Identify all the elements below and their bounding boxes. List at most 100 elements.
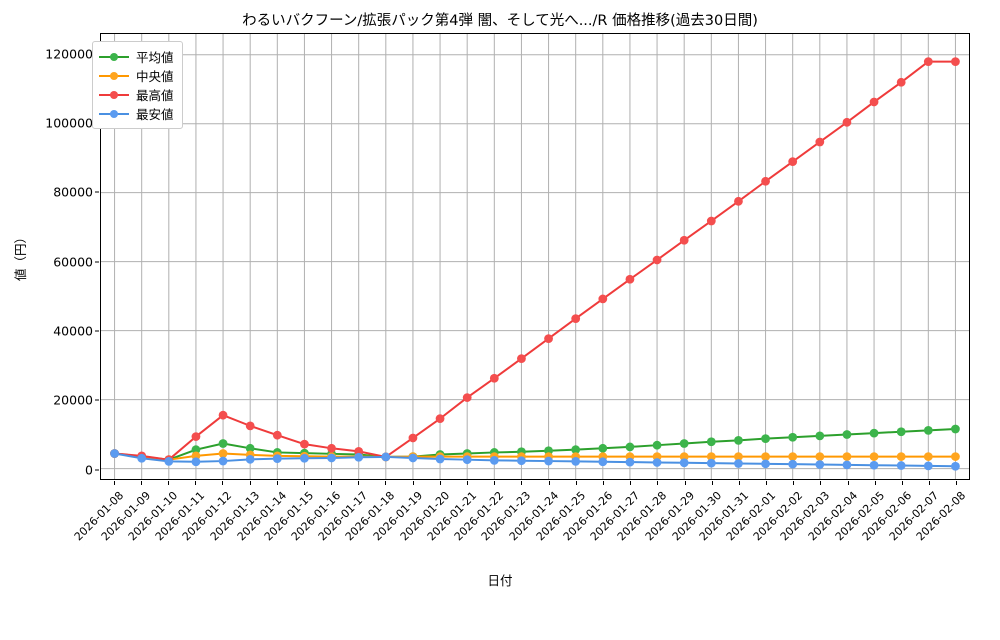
- x-axis-tick-mark: [222, 481, 224, 485]
- y-axis-tick-label: 40000: [53, 323, 93, 339]
- data-point-marker: [191, 445, 201, 455]
- x-axis-tick-mark: [657, 481, 659, 485]
- y-axis-tick-label: 100000: [45, 115, 93, 131]
- grid-lines: [101, 34, 969, 479]
- data-point-marker: [571, 314, 581, 323]
- x-axis-tick-mark: [412, 481, 414, 485]
- x-axis-tick-mark: [820, 481, 822, 485]
- x-axis-tick-mark: [847, 481, 849, 485]
- x-axis-tick-mark: [303, 481, 305, 485]
- price-history-chart: わるいバクフーン/拡張パック第4弾 闇、そして光へ.../R 価格推移(過去30…: [13, 13, 970, 588]
- y-axis-tick-label: 120000: [45, 46, 93, 62]
- legend-item[interactable]: 平均値: [99, 47, 174, 66]
- legend-marker-icon: [99, 70, 129, 82]
- data-point-marker: [679, 439, 689, 448]
- data-point-marker: [544, 456, 553, 466]
- data-point-marker: [218, 410, 228, 420]
- series-line: [113, 427, 957, 461]
- data-point-marker: [218, 449, 228, 458]
- data-point-marker: [625, 274, 635, 284]
- data-point-marker: [951, 424, 960, 434]
- x-axis-tick-mark: [602, 481, 604, 485]
- data-point-marker: [218, 456, 228, 466]
- x-axis-tick-mark: [630, 481, 632, 485]
- x-axis-tick-mark: [195, 481, 197, 485]
- y-axis-tick-label: 20000: [53, 392, 93, 408]
- data-point-marker: [788, 452, 798, 461]
- data-point-marker: [517, 354, 526, 363]
- data-point-marker: [300, 439, 309, 449]
- data-point-marker: [652, 458, 662, 467]
- data-point-marker: [625, 457, 635, 467]
- data-point-marker: [245, 443, 255, 453]
- data-point-marker: [815, 460, 825, 469]
- data-point-marker: [951, 461, 960, 471]
- legend-marker-icon: [99, 51, 129, 63]
- x-axis-tick-mark: [521, 481, 523, 485]
- data-point-marker: [489, 455, 499, 465]
- data-point-marker: [734, 452, 743, 461]
- legend-item[interactable]: 中央値: [99, 66, 174, 85]
- x-axis-tick-mark: [766, 481, 768, 485]
- data-point-marker: [489, 373, 499, 383]
- y-axis-tick-mark: [95, 330, 99, 332]
- y-axis-tick-mark: [95, 191, 99, 193]
- series-line: [113, 452, 957, 461]
- data-point-marker: [869, 460, 879, 470]
- x-axis-tick-mark: [467, 481, 469, 485]
- x-axis-tick-mark: [167, 481, 169, 485]
- plot-area: [100, 33, 970, 480]
- data-point-marker: [815, 431, 825, 441]
- data-point-marker: [327, 443, 336, 453]
- x-axis-tick-mark: [494, 481, 496, 485]
- legend-item-label: 最高値: [136, 88, 174, 103]
- x-axis-tick-mark: [358, 481, 360, 485]
- data-point-marker: [788, 459, 798, 469]
- data-point-marker: [679, 458, 689, 468]
- data-point-marker: [679, 235, 689, 245]
- data-point-marker: [381, 452, 391, 462]
- data-point-marker: [191, 457, 201, 467]
- data-point-marker: [435, 414, 445, 424]
- data-point-marker: [245, 454, 255, 464]
- data-point-marker: [245, 421, 255, 431]
- series-lines: [110, 57, 960, 471]
- data-point-marker: [788, 157, 798, 167]
- data-point-marker: [923, 425, 933, 435]
- x-axis-tick-mark: [548, 481, 550, 485]
- data-point-marker: [408, 453, 418, 463]
- data-point-marker: [137, 453, 147, 463]
- x-axis-tick-mark: [575, 481, 577, 485]
- data-point-marker: [652, 255, 662, 265]
- legend-item-label: 最安値: [136, 107, 174, 122]
- x-axis-tick-mark: [902, 481, 904, 485]
- x-axis-tick-mark: [276, 481, 278, 485]
- data-point-marker: [462, 393, 472, 402]
- legend-item-label: 中央値: [136, 69, 174, 84]
- x-axis-tick-mark: [385, 481, 387, 485]
- x-axis-tick-mark: [793, 481, 795, 485]
- data-point-marker: [706, 216, 716, 226]
- data-point-marker: [191, 432, 201, 441]
- data-point-marker: [598, 457, 608, 467]
- x-axis-label: 日付: [487, 573, 513, 588]
- data-point-marker: [923, 57, 933, 66]
- data-point-marker: [869, 97, 879, 107]
- data-point-marker: [896, 427, 906, 437]
- legend-item[interactable]: 最高値: [99, 85, 174, 104]
- data-point-marker: [761, 434, 770, 444]
- data-point-marker: [354, 452, 364, 462]
- x-axis-tick-mark: [874, 481, 876, 485]
- data-point-marker: [272, 454, 282, 464]
- data-point-marker: [110, 449, 119, 458]
- legend-marker-icon: [99, 89, 129, 101]
- data-point-marker: [517, 456, 526, 466]
- series-line: [113, 60, 957, 461]
- y-axis-tick-label: 80000: [53, 184, 93, 200]
- data-point-marker: [815, 137, 825, 147]
- legend-item[interactable]: 最安値: [99, 104, 174, 123]
- data-point-marker: [923, 452, 933, 461]
- data-point-marker: [300, 453, 309, 463]
- data-point-marker: [706, 458, 716, 468]
- data-point-marker: [218, 439, 228, 448]
